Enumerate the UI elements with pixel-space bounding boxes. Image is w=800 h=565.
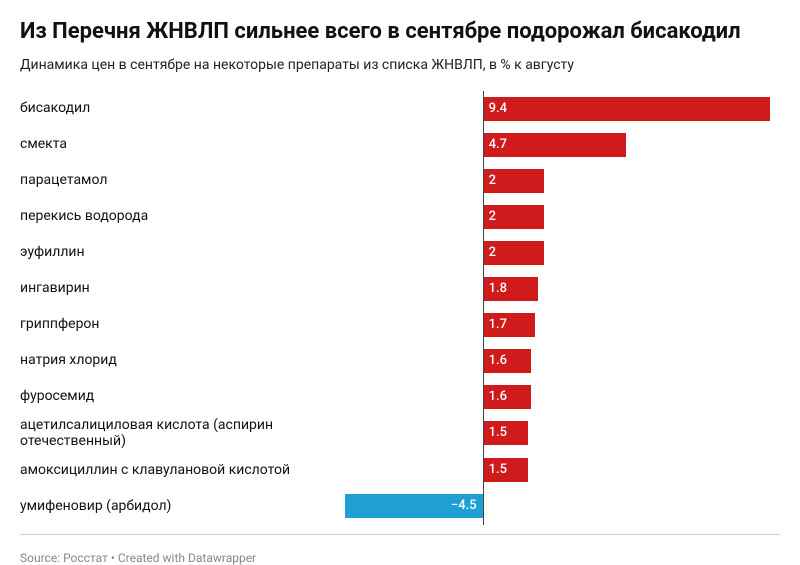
bar-area: 9.4 bbox=[345, 97, 770, 121]
bar-value: 9.4 bbox=[489, 97, 507, 121]
bar-row: ингавирин 1.8 bbox=[20, 271, 780, 307]
bar-area: 2 bbox=[345, 241, 770, 265]
bar-value: 2 bbox=[489, 169, 496, 193]
bar-area: 2 bbox=[345, 205, 770, 229]
bar-value: 1.5 bbox=[489, 421, 507, 445]
bar-area: 2 bbox=[345, 169, 770, 193]
bar-area: 1.5 bbox=[345, 458, 770, 482]
bar-row: бисакодил 9.4 bbox=[20, 91, 780, 127]
bar-label: бисакодил bbox=[20, 100, 345, 117]
bar-area: 1.7 bbox=[345, 313, 770, 337]
bar-row: смекта 4.7 bbox=[20, 127, 780, 163]
bar-row: натрия хлорид 1.6 bbox=[20, 343, 780, 379]
bar-value: 1.6 bbox=[489, 349, 507, 373]
bar-label: умифеновир (арбидол) bbox=[20, 498, 345, 515]
bar-row: эуфиллин 2 bbox=[20, 235, 780, 271]
bar-label: перекись водорода bbox=[20, 208, 345, 225]
bar-row: перекись водорода 2 bbox=[20, 199, 780, 235]
bar-row: фуросемид 1.6 bbox=[20, 379, 780, 415]
bar-label: парацетамол bbox=[20, 172, 345, 189]
bar-value: 1.8 bbox=[489, 277, 507, 301]
bar-area: −4.5 bbox=[345, 494, 770, 518]
bar-row: умифеновир (арбидол) −4.5 bbox=[20, 488, 780, 524]
chart-description: Динамика цен в сентябре на некоторые пре… bbox=[20, 57, 780, 73]
bar-row: гриппферон 1.7 bbox=[20, 307, 780, 343]
chart-headline: Из Перечня ЖНВЛП сильнее всего в сентябр… bbox=[20, 18, 780, 47]
bar-area: 1.6 bbox=[345, 349, 770, 373]
bars-container: бисакодил9.4смекта4.7парацетамол2перекис… bbox=[20, 91, 780, 525]
bar-area: 1.6 bbox=[345, 385, 770, 409]
bar-row: парацетамол 2 bbox=[20, 163, 780, 199]
bar-label: эуфиллин bbox=[20, 244, 345, 261]
chart-container: Из Перечня ЖНВЛП сильнее всего в сентябр… bbox=[0, 0, 800, 557]
bar-row: амоксициллин с клавулановой кислотой 1.5 bbox=[20, 452, 780, 488]
bar-label: ингавирин bbox=[20, 280, 345, 297]
bar-value: 2 bbox=[489, 241, 496, 265]
bar-row: ацетилсалициловая кислота (аспирин отече… bbox=[20, 415, 780, 453]
bar-value: 2 bbox=[489, 205, 496, 229]
bar-value: 1.7 bbox=[489, 313, 507, 337]
bar-label: натрия хлорид bbox=[20, 352, 345, 369]
footer-divider bbox=[20, 534, 780, 535]
bar bbox=[483, 97, 770, 121]
bar-value: 1.6 bbox=[489, 385, 507, 409]
bar-label: гриппферон bbox=[20, 316, 345, 333]
bar-label: амоксициллин с клавулановой кислотой bbox=[20, 462, 345, 479]
bar-value: 1.5 bbox=[489, 458, 507, 482]
bar-rows: бисакодил9.4смекта4.7парацетамол2перекис… bbox=[20, 91, 780, 525]
bar-label: ацетилсалициловая кислота (аспирин отече… bbox=[20, 417, 345, 451]
bar-label: смекта bbox=[20, 136, 345, 153]
bar-label: фуросемид bbox=[20, 388, 345, 405]
bar-area: 4.7 bbox=[345, 133, 770, 157]
chart-source: Source: Росстат • Created with Datawrapp… bbox=[20, 551, 780, 565]
bar-area: 1.8 bbox=[345, 277, 770, 301]
bar-value: 4.7 bbox=[489, 133, 507, 157]
bar-area: 1.5 bbox=[345, 421, 770, 445]
zero-axis-line bbox=[483, 91, 484, 525]
bar-value: −4.5 bbox=[451, 494, 477, 518]
